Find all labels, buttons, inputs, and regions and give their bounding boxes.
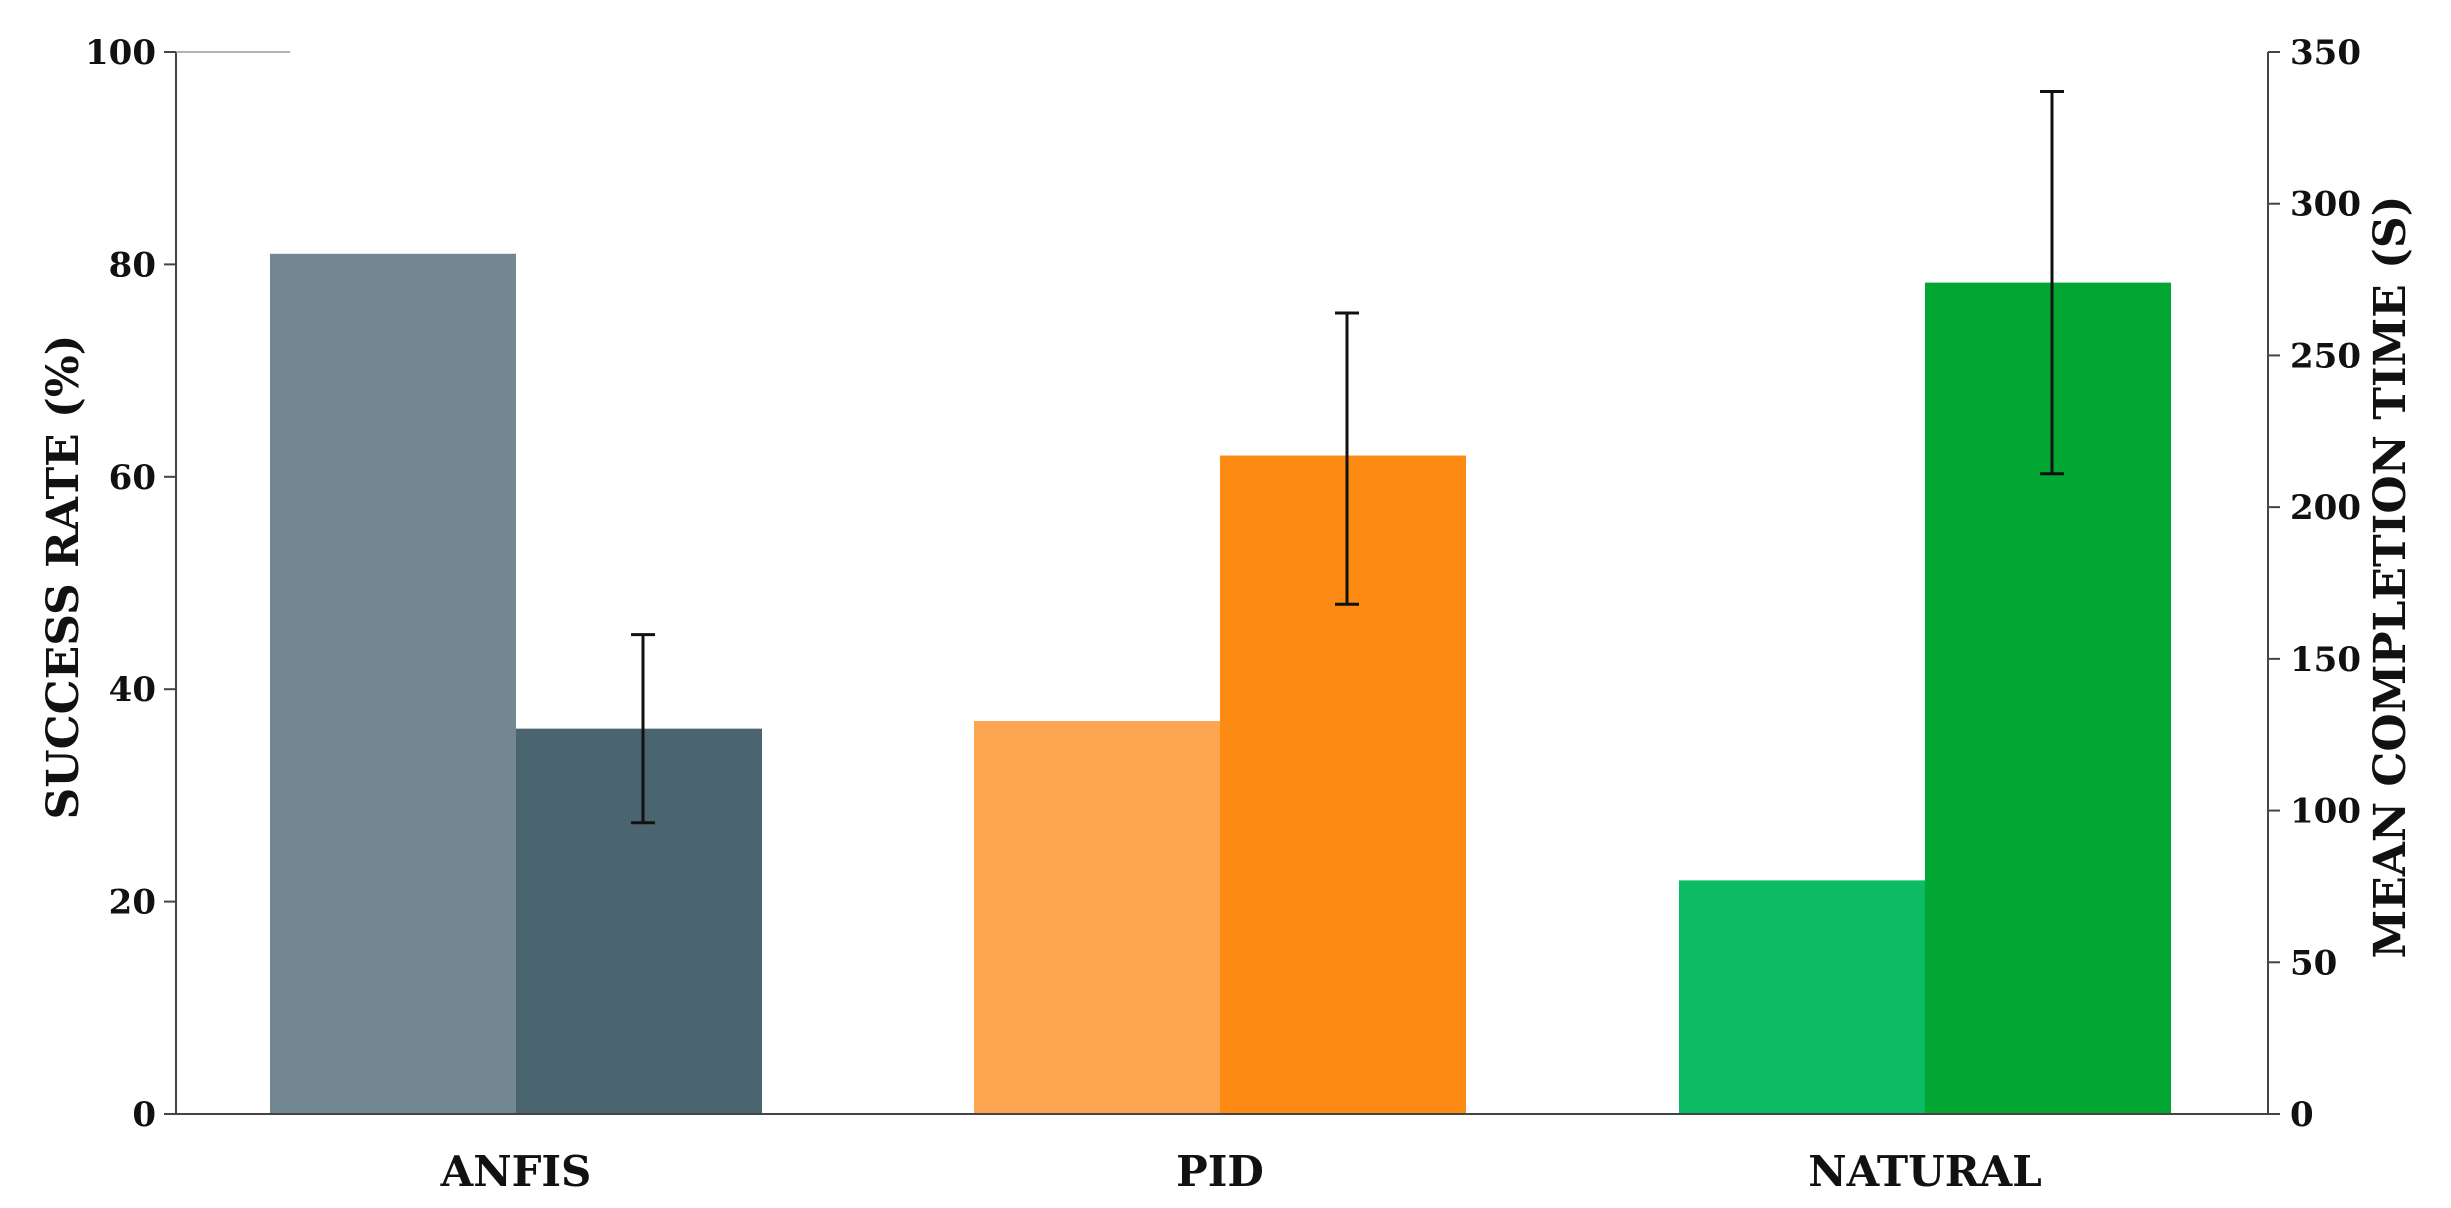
bar-success-rate-pid <box>974 721 1220 1114</box>
y-right-tick-label: 0 <box>2290 1095 2314 1135</box>
bar-completion-time-pid <box>1220 455 1466 1114</box>
y-axis-left-title: SUCCESS RATE (%) <box>38 335 89 820</box>
bar-completion-time-anfis <box>516 728 762 1114</box>
category-label-pid: PID <box>1176 1147 1264 1196</box>
y-right-tick-label: 100 <box>2290 792 2361 832</box>
y-left-tick-label: 40 <box>109 670 156 710</box>
category-labels-group: ANFIS PID NATURAL <box>440 1147 2042 1196</box>
y-right-tick-label: 150 <box>2290 640 2361 680</box>
bar-completion-time-natural <box>1925 282 2171 1114</box>
y-left-tick-label: 0 <box>132 1095 156 1135</box>
bar-success-rate-anfis <box>270 253 516 1114</box>
y-right-tick-label: 50 <box>2290 943 2337 983</box>
bars-group <box>270 253 2171 1114</box>
bar-success-rate-natural <box>1679 880 1925 1114</box>
y-right-tick-label: 350 <box>2290 33 2361 73</box>
y-right-tick-label: 200 <box>2290 488 2361 528</box>
y-right-tick-label: 300 <box>2290 185 2361 225</box>
error-bars-group <box>631 89 2064 825</box>
y-left-tick-label: 80 <box>109 245 156 285</box>
axes-group <box>175 51 2269 1115</box>
y-left-tick-label: 100 <box>85 33 156 73</box>
category-label-anfis: ANFIS <box>440 1147 592 1196</box>
y-axis-right-title: MEAN COMPLETION TIME (S) <box>2365 195 2416 958</box>
y-right-tick-label: 250 <box>2290 336 2361 376</box>
y-left-tick-label: 20 <box>109 883 156 923</box>
category-label-natural: NATURAL <box>1808 1147 2042 1196</box>
ticks-group: 0 20 40 60 80 100 0 50 100 150 200 250 300 350 <box>85 33 2361 1135</box>
y-left-tick-label: 60 <box>109 458 156 498</box>
